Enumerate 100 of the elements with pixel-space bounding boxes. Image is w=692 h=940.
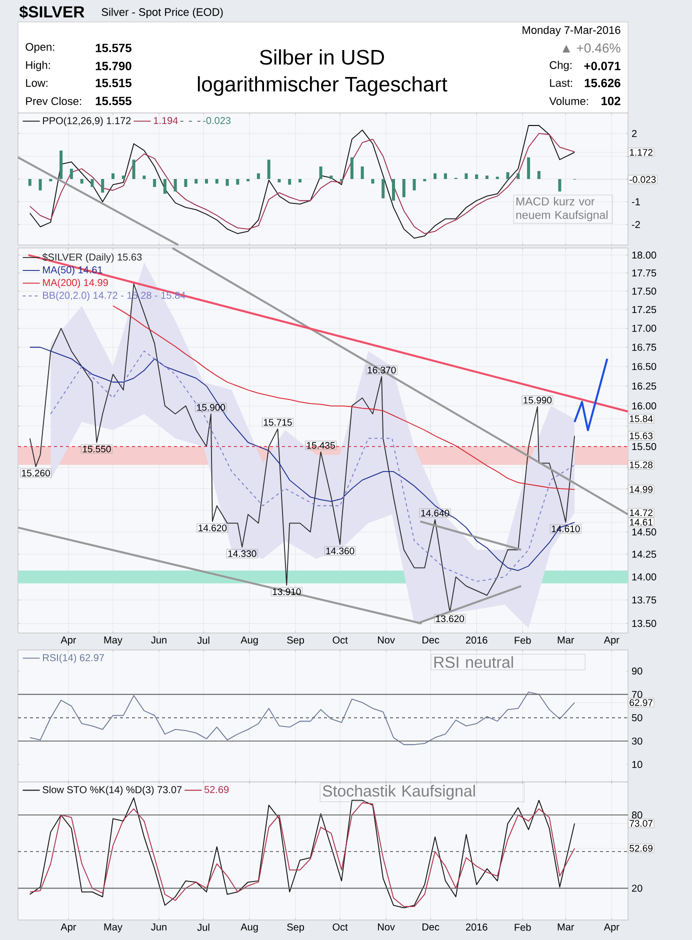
text: Last: — [550, 79, 572, 87]
y-tick-label: -1 — [632, 198, 640, 206]
x-tick-label: Aug — [240, 924, 258, 932]
y-tick-label: 70 — [632, 690, 642, 698]
x-tick-label: Sep — [287, 636, 304, 646]
text: High: — [26, 60, 50, 72]
annotation: 1.172 — [630, 149, 652, 156]
y-tick-label: 15.50 — [632, 443, 656, 450]
text: 52.69 — [204, 786, 229, 794]
y-tick-label: 16.50 — [632, 362, 656, 370]
annotation: 15.435 — [306, 442, 335, 449]
y-tick-label: 18.00 — [632, 252, 656, 259]
text: +0.071 — [584, 62, 620, 70]
y-tick-label: 17.75 — [632, 270, 656, 276]
annotation: RSI neutral — [434, 656, 513, 668]
x-tick-label: Sep — [287, 924, 304, 933]
annotation: 15.84 — [630, 415, 653, 422]
y-tick-label: 16.00 — [632, 402, 656, 410]
legend-label: MA(200) 14.99 — [43, 278, 108, 288]
annotation: -0.023 — [630, 176, 656, 183]
annotation: 14.330 — [228, 550, 256, 557]
y-tick-label: 17.00 — [632, 324, 656, 332]
annotation: 14.620 — [198, 524, 227, 532]
x-tick-label: Dec — [422, 636, 440, 644]
y-tick-label: 13.75 — [632, 596, 656, 604]
text: logarithmischer Tageschart — [198, 76, 448, 96]
text: $SILVER — [19, 5, 84, 19]
x-tick-label: Jul — [197, 636, 210, 644]
annotation: 15.715 — [264, 419, 292, 426]
y-tick-label: 50 — [632, 714, 642, 722]
annotation: 52.69 — [630, 844, 653, 852]
text: Chg: — [550, 60, 572, 72]
text: Monday 7-Mar-2016 — [522, 26, 620, 36]
annotation: 14.61 — [630, 518, 652, 526]
x-tick-label: May — [104, 636, 122, 646]
y-tick-label: 30 — [632, 738, 642, 745]
x-tick-label: Apr — [604, 636, 620, 646]
x-tick-label: Jun — [151, 636, 166, 644]
y-tick-label: 20 — [632, 884, 642, 892]
annotation: 13.910 — [272, 588, 301, 596]
y-tick-label: -2 — [632, 221, 640, 228]
y-tick-label: 80 — [632, 811, 642, 819]
text: 15.555 — [96, 96, 132, 106]
y-tick-label: 14.00 — [632, 573, 656, 580]
text: 15.790 — [96, 62, 132, 70]
annotation: 15.550 — [82, 446, 111, 452]
y-tick-label: 90 — [632, 667, 642, 675]
x-tick-label: Apr — [604, 924, 620, 932]
text: ▲ +0.46% — [562, 43, 620, 53]
text: Volume: — [549, 96, 588, 106]
x-tick-label: Oct — [332, 636, 348, 644]
text: 15.575 — [96, 44, 132, 52]
annotation: 13.620 — [436, 615, 464, 622]
x-tick-label: Jun — [151, 924, 166, 930]
annotation: 14.72 — [630, 509, 652, 516]
y-tick-label: 17.25 — [632, 306, 656, 314]
annotation: 16.370 — [368, 366, 396, 374]
y-tick-label: 14.50 — [632, 528, 656, 536]
y-tick-label: 2 — [632, 130, 637, 137]
x-tick-label: Feb — [514, 636, 531, 644]
y-tick-label: 13.50 — [632, 620, 656, 628]
y-tick-label: 10 — [632, 760, 642, 768]
y-tick-label: 14.25 — [632, 550, 656, 558]
text: Low: — [26, 79, 48, 87]
y-tick-label: 16.75 — [632, 344, 656, 351]
y-tick-label: 16.25 — [632, 382, 656, 390]
legend-label: Slow STO %K(14) %D(3) 73.07 — [42, 786, 182, 796]
x-tick-label: 2016 — [466, 924, 488, 931]
x-tick-label: Feb — [514, 924, 531, 931]
legend-label: PPO(12,26,9) 1.172 — [43, 116, 131, 126]
text: Open: — [26, 43, 54, 53]
annotation: 15.260 — [22, 470, 50, 476]
x-tick-label: Jul — [197, 924, 210, 931]
x-tick-label: May — [104, 924, 122, 932]
x-tick-label: 2016 — [466, 636, 488, 644]
legend-label: RSI(14) 62.97 — [43, 654, 104, 664]
text: 102 — [602, 96, 620, 106]
annotation: 15.990 — [524, 396, 552, 404]
x-tick-label: Nov — [378, 924, 395, 930]
annotation: 62.97 — [630, 699, 652, 706]
annotation: 15.63 — [630, 432, 653, 440]
legend-label: $SILVER (Daily) 15.63 — [42, 253, 142, 263]
text: 15.626 — [584, 78, 620, 88]
x-tick-label: Apr — [60, 636, 76, 646]
text: Silver - Spot Price (EOD) — [102, 8, 223, 18]
text: Prev Close: — [26, 96, 82, 106]
x-tick-label: Oct — [332, 924, 348, 931]
x-tick-label: Nov — [378, 636, 395, 644]
annotation: 15.28 — [630, 462, 653, 468]
annotation: 14.99 — [630, 486, 653, 493]
x-tick-label: Dec — [422, 924, 440, 930]
legend-label: 1.194 — [154, 116, 178, 124]
text: -0.023 — [203, 116, 231, 124]
x-tick-label: Apr — [60, 924, 76, 932]
x-tick-label: Aug — [240, 636, 258, 646]
x-tick-label: Mar — [558, 924, 574, 930]
x-tick-label: Mar — [558, 636, 574, 644]
text: 15.515 — [96, 78, 132, 88]
annotation: 14.360 — [326, 548, 354, 554]
annotation: 73.07 — [630, 820, 652, 827]
